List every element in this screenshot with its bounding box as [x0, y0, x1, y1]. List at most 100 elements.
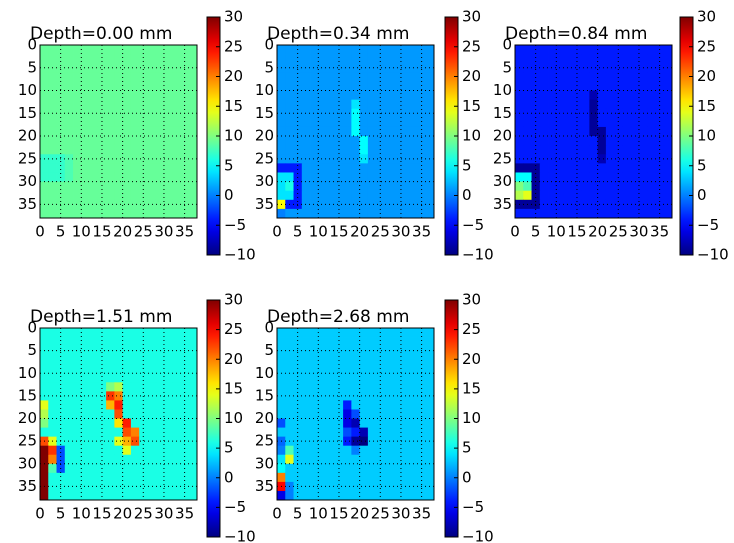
heat-cell: [40, 190, 49, 201]
heat-cell: [367, 391, 377, 401]
heat-cell: [539, 208, 549, 219]
heat-cell: [605, 145, 615, 155]
heat-cell: [614, 81, 623, 91]
heat-cell: [343, 81, 352, 91]
heat-cell: [400, 163, 410, 173]
heat-cell: [139, 418, 148, 428]
heat-cell: [614, 154, 623, 164]
heat-cell: [310, 391, 319, 401]
heat-cell: [188, 418, 198, 428]
heat-cell: [343, 145, 352, 155]
heat-cell: [647, 136, 656, 146]
heat-cell: [376, 190, 385, 201]
heat-cell: [318, 481, 327, 492]
heat-cell: [301, 436, 311, 447]
heat-cell: [581, 199, 590, 210]
heat-cell: [605, 181, 615, 192]
heat-cell: [367, 400, 377, 410]
heat-cell: [572, 154, 582, 164]
heat-cell: [147, 409, 157, 419]
heat-cell: [130, 108, 140, 119]
heat-cell: [285, 454, 294, 465]
heat-cell: [40, 45, 49, 55]
heat-cell: [73, 90, 82, 101]
heat-cell: [89, 463, 99, 474]
y-tick-label: 15: [255, 104, 274, 122]
heat-cell: [326, 63, 336, 73]
heat-cell: [64, 400, 74, 410]
heat-cell: [301, 45, 311, 55]
heat-cell: [293, 418, 303, 428]
heat-cell: [523, 126, 532, 137]
x-tick-label: 20: [588, 223, 607, 241]
heat-cell: [622, 117, 632, 128]
heat-cell: [106, 409, 115, 419]
heat-cell: [384, 400, 394, 410]
colorbar-tick-label: 5: [462, 439, 472, 457]
heat-cell: [409, 337, 418, 347]
heat-cell: [334, 382, 344, 392]
heat-cell: [326, 181, 336, 192]
heat-cell: [310, 463, 319, 474]
heat-cell: [114, 346, 124, 356]
heat-cell: [122, 181, 132, 192]
y-tick-label: 5: [264, 341, 274, 359]
heat-cell: [359, 90, 369, 101]
heat-cell: [89, 172, 99, 182]
heat-cell: [392, 117, 402, 128]
heat-cell: [163, 45, 173, 55]
heat-cell: [597, 190, 607, 201]
heat-cell: [114, 163, 124, 173]
heat-cell: [40, 99, 49, 110]
heat-cell: [188, 72, 198, 82]
heat-cell: [351, 117, 361, 128]
heat-cell: [40, 172, 49, 182]
heat-cell: [359, 190, 369, 201]
heat-cell: [384, 418, 394, 428]
heat-cell: [318, 472, 327, 483]
heat-cell: [326, 337, 336, 347]
heat-cell: [40, 328, 49, 338]
heat-cell: [515, 163, 524, 173]
heat-cell: [130, 328, 140, 338]
heat-cell: [106, 490, 115, 501]
heat-cell: [122, 472, 132, 483]
heat-cell: [139, 81, 148, 91]
heat-cell: [301, 373, 311, 383]
heat-cell: [351, 472, 361, 483]
y-tick-label: 25: [18, 432, 37, 450]
heat-cell: [597, 126, 607, 137]
heat-cell: [81, 199, 90, 210]
heat-cell: [326, 436, 336, 447]
heat-cell: [139, 409, 148, 419]
heat-cell: [48, 472, 57, 483]
heat-cell: [384, 90, 394, 101]
heat-cell: [122, 382, 132, 392]
heat-cell: [310, 54, 319, 64]
heat-cell: [326, 126, 336, 137]
panel-title: Depth=2.68 mm: [267, 307, 409, 327]
heat-cell: [548, 81, 557, 91]
heat-cell: [351, 99, 361, 110]
heat-cell: [277, 463, 286, 474]
heat-cell: [326, 490, 336, 501]
heat-cell: [277, 418, 286, 428]
heat-cell: [367, 373, 377, 383]
heat-cell: [351, 355, 361, 365]
heat-cell: [139, 54, 148, 64]
heat-cell: [114, 190, 124, 201]
heat-cell: [367, 418, 377, 428]
heat-cell: [384, 409, 394, 419]
heat-cell: [64, 355, 74, 365]
heat-cell: [310, 145, 319, 155]
heat-cell: [155, 145, 165, 155]
heat-cell: [89, 436, 99, 447]
heat-cell: [417, 409, 427, 419]
heat-cell: [56, 126, 66, 137]
heat-cell: [351, 364, 361, 374]
heat-cell: [147, 126, 157, 137]
heat-cell: [359, 445, 369, 456]
heat-cell: [81, 172, 90, 182]
heat-cell: [326, 472, 336, 483]
